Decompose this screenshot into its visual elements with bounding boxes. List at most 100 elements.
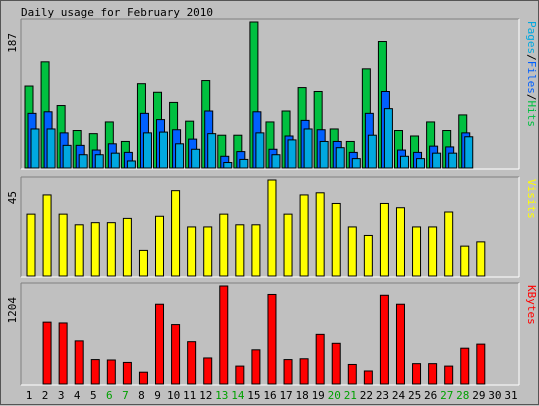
x-tick-label-day-9: 9 (154, 389, 161, 402)
bar-kbytes-day-4 (74, 340, 84, 385)
x-tick-label-day-31: 31 (504, 389, 517, 402)
bar-kbytes-day-19 (315, 333, 325, 385)
x-tick-label-day-20: 20 (328, 389, 341, 402)
bar-kbytes-day-5 (90, 359, 100, 385)
legend-entry: Visits (525, 179, 538, 219)
bar-pages-day-7 (126, 160, 136, 169)
x-tick-label-day-29: 29 (472, 389, 485, 402)
x-tick-label-day-1: 1 (26, 389, 33, 402)
bar-visits-day-20 (331, 202, 341, 277)
panel-1-legend: Visits (525, 179, 538, 219)
bar-visits-day-12 (203, 226, 213, 277)
bar-kbytes-day-6 (106, 359, 116, 385)
bar-visits-day-1 (26, 213, 36, 277)
bar-kbytes-day-26 (428, 363, 438, 385)
bar-visits-day-4 (74, 224, 84, 277)
bar-pages-day-5 (94, 154, 104, 169)
bar-pages-day-23 (383, 108, 393, 169)
bar-kbytes-day-7 (122, 361, 132, 385)
legend-entry: Pages (525, 21, 538, 54)
bar-kbytes-day-8 (138, 371, 148, 385)
bar-visits-day-6 (106, 222, 116, 277)
bar-pages-day-10 (175, 143, 185, 169)
x-tick-label-day-30: 30 (488, 389, 501, 402)
x-tick-label-day-11: 11 (183, 389, 196, 402)
bar-visits-day-25 (412, 226, 422, 277)
x-tick-label-day-18: 18 (296, 389, 309, 402)
bar-pages-day-27 (448, 152, 458, 169)
bar-visits-day-21 (347, 226, 357, 277)
bar-pages-day-12 (207, 133, 217, 169)
bar-visits-day-19 (315, 192, 325, 277)
bar-visits-day-8 (138, 249, 148, 277)
x-tick-label-day-13: 13 (215, 389, 228, 402)
bar-pages-day-13 (223, 162, 233, 169)
bar-kbytes-day-11 (187, 341, 197, 385)
bar-visits-day-9 (155, 215, 165, 277)
chart-title: Daily usage for February 2010 (21, 6, 213, 19)
bar-pages-day-16 (271, 154, 281, 169)
x-tick-label-day-10: 10 (167, 389, 180, 402)
bar-kbytes-day-2 (42, 321, 52, 385)
x-tick-label-day-23: 23 (376, 389, 389, 402)
x-tick-label-day-27: 27 (440, 389, 453, 402)
bar-kbytes-day-22 (363, 370, 373, 385)
bar-kbytes-day-12 (203, 357, 213, 385)
bar-visits-day-27 (444, 211, 454, 277)
bar-kbytes-day-15 (251, 349, 261, 385)
x-tick-label-day-14: 14 (231, 389, 245, 402)
bar-kbytes-day-21 (347, 363, 357, 385)
bar-pages-day-18 (303, 128, 313, 169)
panel-1-ymax-label: 45 (6, 191, 19, 204)
bar-kbytes-day-13 (219, 285, 229, 385)
bar-visits-day-24 (395, 207, 405, 277)
bar-pages-day-26 (432, 152, 442, 169)
bar-visits-day-22 (363, 234, 373, 277)
bar-kbytes-day-20 (331, 342, 341, 385)
bar-pages-day-2 (46, 128, 56, 169)
bar-kbytes-day-28 (460, 347, 470, 385)
bar-kbytes-day-23 (379, 294, 389, 385)
legend-entry: / (525, 94, 538, 101)
bar-visits-day-17 (283, 213, 293, 277)
bar-visits-day-2 (42, 194, 52, 277)
bar-kbytes-day-24 (395, 303, 405, 385)
bar-pages-day-21 (351, 158, 361, 169)
x-tick-label-day-12: 12 (199, 389, 212, 402)
x-tick-label-day-22: 22 (360, 389, 373, 402)
x-tick-label-day-6: 6 (106, 389, 113, 402)
bar-visits-day-7 (122, 217, 132, 277)
legend-entry: KBytes (525, 285, 538, 325)
bar-visits-day-13 (219, 213, 229, 277)
bar-pages-day-3 (62, 144, 72, 169)
bar-kbytes-day-16 (267, 293, 277, 385)
bar-pages-day-19 (319, 140, 329, 169)
bar-pages-day-6 (110, 152, 120, 169)
bar-visits-day-14 (235, 224, 245, 277)
bar-pages-day-22 (367, 134, 377, 169)
bar-kbytes-day-9 (155, 303, 165, 385)
x-tick-label-day-15: 15 (247, 389, 260, 402)
legend-entry: Hits (525, 101, 538, 128)
bar-visits-day-29 (476, 241, 486, 277)
bar-kbytes-day-27 (444, 365, 454, 385)
legend-entry: Files (525, 61, 538, 94)
bar-kbytes-day-29 (476, 343, 486, 385)
bar-kbytes-day-3 (58, 322, 68, 385)
x-tick-label-day-26: 26 (424, 389, 437, 402)
bar-kbytes-day-25 (412, 363, 422, 385)
bar-kbytes-day-18 (299, 358, 309, 385)
bar-pages-day-8 (142, 132, 152, 169)
x-tick-label-day-7: 7 (122, 389, 129, 402)
bar-kbytes-day-10 (171, 324, 181, 385)
x-tick-label-day-5: 5 (90, 389, 97, 402)
bar-visits-day-18 (299, 194, 309, 277)
bar-visits-day-5 (90, 222, 100, 277)
bar-pages-day-28 (464, 136, 474, 169)
panel-2-legend: KBytes (525, 285, 538, 325)
x-tick-label-day-4: 4 (74, 389, 81, 402)
x-tick-label-day-17: 17 (279, 389, 292, 402)
x-tick-label-day-28: 28 (456, 389, 469, 402)
